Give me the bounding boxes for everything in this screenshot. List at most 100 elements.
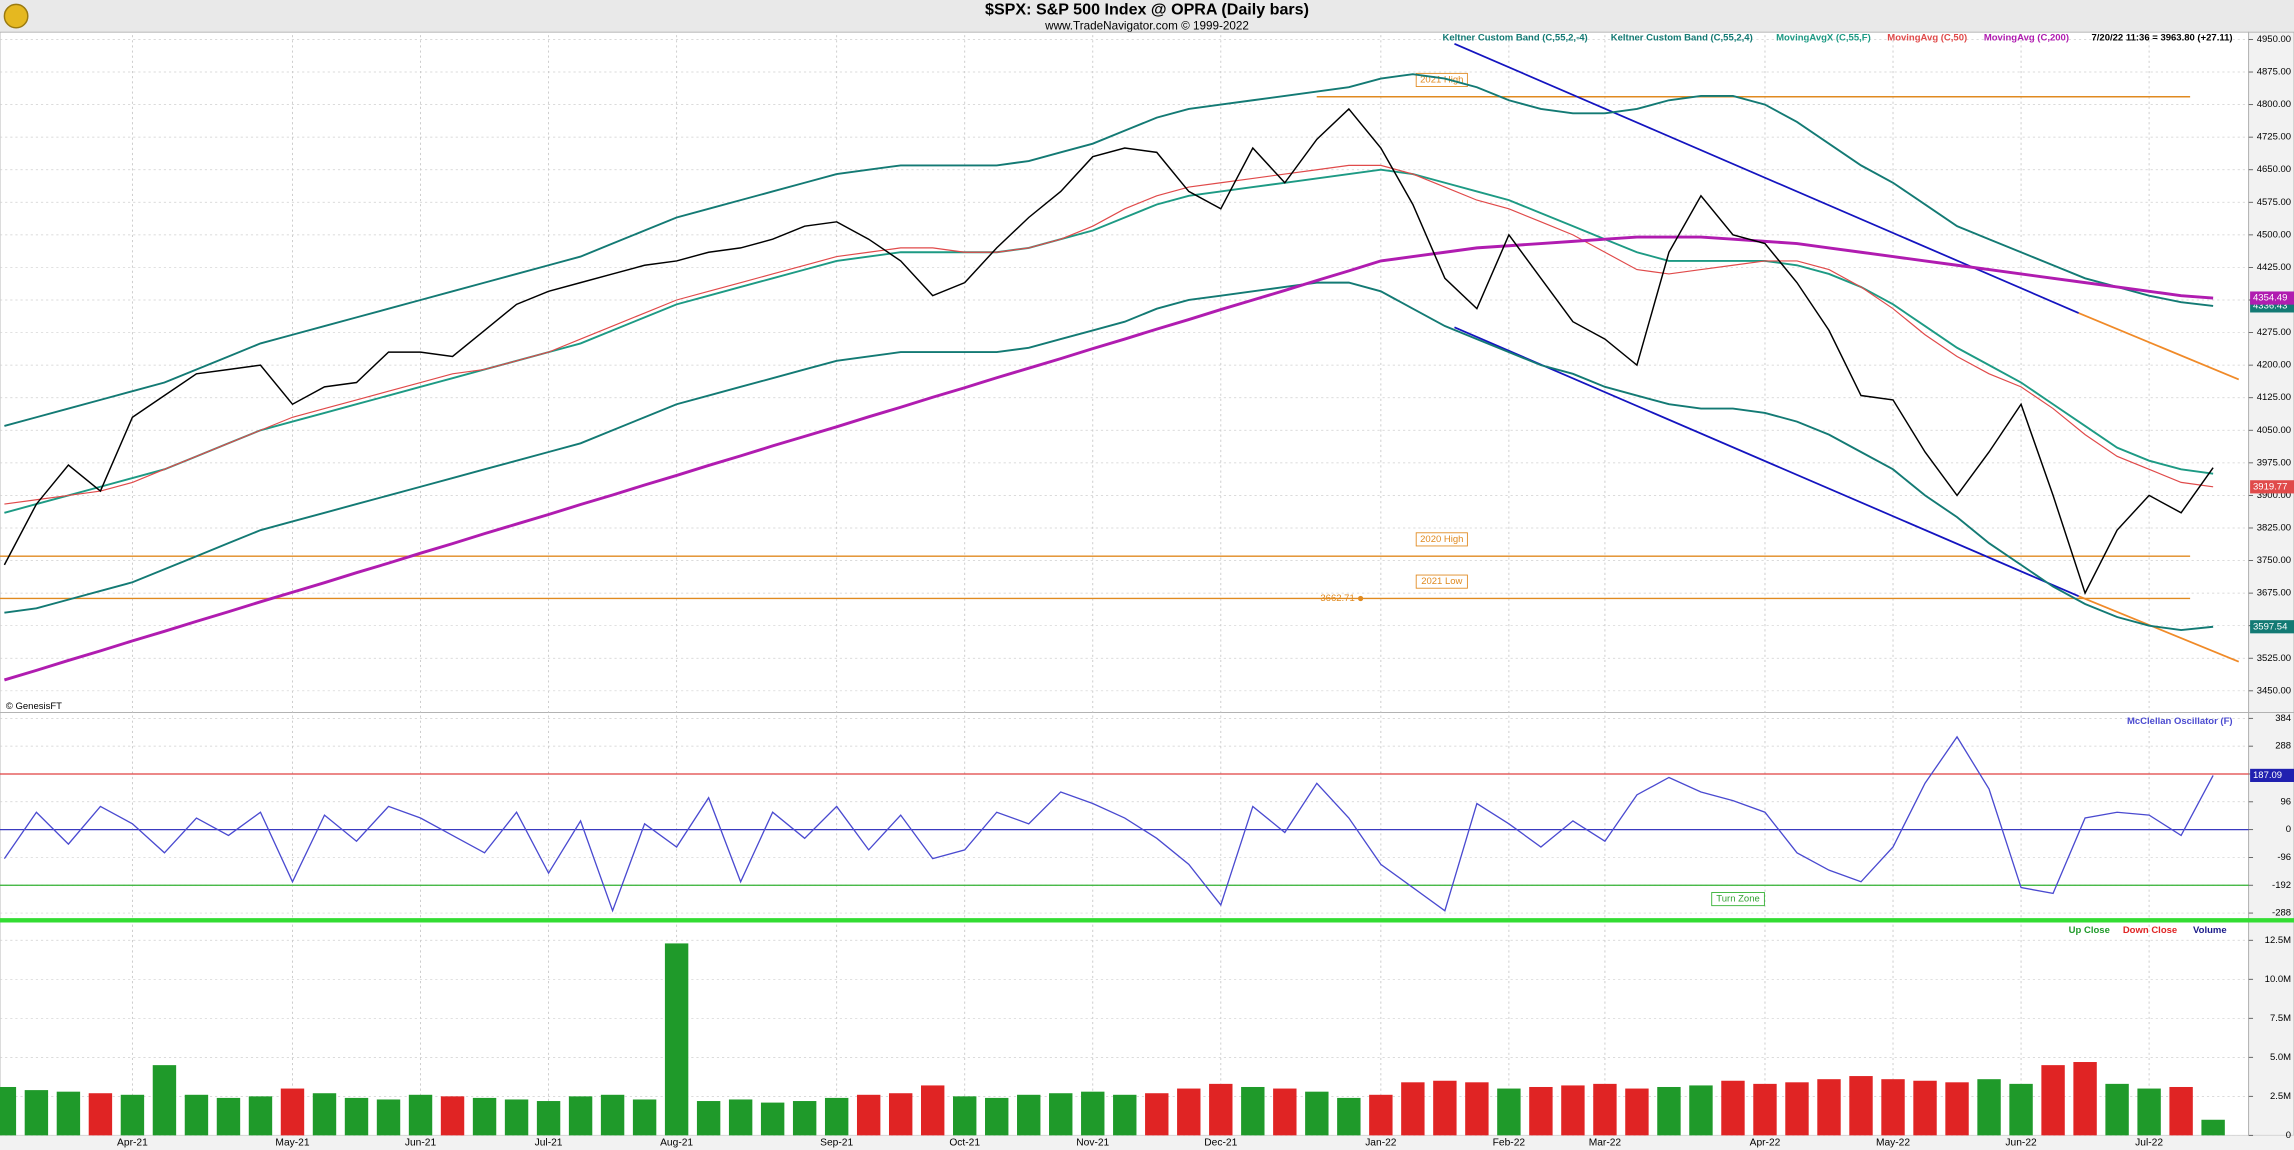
volume-bar	[440, 1096, 465, 1136]
timestamp: 7/20/22 11:36 = 3963.80 (+27.11)	[2092, 33, 2233, 44]
y-tick-label: -96	[2277, 852, 2291, 863]
y-tick-label: -288	[2272, 908, 2291, 919]
volume-bar	[184, 1094, 209, 1136]
y-tick-label: 3450.00	[2257, 685, 2291, 696]
y-tick-label: 7.5M	[2270, 1013, 2291, 1024]
footer-bg	[0, 1135, 2294, 1150]
x-tick-label: Sep-21	[820, 1137, 853, 1148]
volume-bar	[1241, 1086, 1265, 1136]
y-tick-label: 4575.00	[2257, 197, 2291, 208]
chart-subtitle: www.TradeNavigator.com © 1999-2022	[1044, 19, 1249, 32]
level-tag-box	[1415, 532, 1468, 547]
volume-bar	[664, 943, 689, 1136]
volume-bar	[472, 1097, 497, 1136]
y-tick-label: -192	[2272, 880, 2291, 891]
volume-bar	[408, 1094, 433, 1136]
legend-entry: Volume	[2193, 925, 2227, 936]
volume-bar	[1529, 1086, 1553, 1136]
y-tick-label: 0	[2286, 824, 2291, 835]
legend-entry: Keltner Custom Band (C,55,2,4)	[1611, 33, 1753, 44]
y-tick-label: 12.5M	[2265, 935, 2291, 946]
credit: © GenesisFT	[6, 701, 62, 712]
series-line	[4, 73, 2214, 427]
value-box-label: 187.09	[2253, 770, 2282, 781]
volume-bar	[1465, 1082, 1489, 1136]
turn-zone-label: Turn Zone	[1716, 894, 1759, 905]
volume-bar	[824, 1097, 849, 1136]
volume-bar	[920, 1085, 945, 1136]
volume-bar	[88, 1093, 113, 1136]
y-tick-label: 4125.00	[2257, 392, 2291, 403]
volume-bar	[985, 1097, 1009, 1136]
volume-bar	[56, 1091, 81, 1136]
volume-bar	[1593, 1083, 1617, 1136]
volume-bar	[1145, 1093, 1169, 1136]
volume-bar	[216, 1097, 241, 1136]
price-line	[3, 107, 2214, 596]
trend-line	[2078, 312, 2240, 381]
y-tick-label: 4650.00	[2257, 164, 2291, 175]
y-tick-label: 2.5M	[2270, 1091, 2291, 1102]
volume-bar	[600, 1094, 625, 1136]
volume-bar	[280, 1088, 305, 1136]
x-tick-label: May-22	[1876, 1137, 1910, 1148]
volume-bar	[696, 1101, 721, 1136]
y-tick-label: 3525.00	[2257, 653, 2291, 664]
x-tick-label: Jun-22	[2005, 1137, 2037, 1148]
volume-bar	[376, 1099, 401, 1136]
volume-bar	[568, 1096, 593, 1136]
level-tag: 2021 High	[1420, 74, 1463, 85]
value-box	[2250, 768, 2294, 782]
volume-bar	[536, 1101, 561, 1136]
y-tick-label: 288	[2275, 741, 2291, 752]
volume-bar	[632, 1099, 657, 1136]
volume-bar	[1337, 1097, 1361, 1136]
volume-bar	[1689, 1085, 1713, 1136]
volume-bar	[1433, 1080, 1457, 1136]
volume-bar	[1305, 1091, 1329, 1136]
volume-bar	[1017, 1094, 1041, 1136]
volume-bar	[888, 1093, 913, 1136]
y-tick-label: 4875.00	[2257, 67, 2291, 78]
volume-bar	[728, 1099, 753, 1136]
value-box-label: 4354.49	[2253, 293, 2287, 304]
x-tick-label: Jul-22	[2135, 1137, 2163, 1148]
x-tick-label: Aug-21	[660, 1137, 693, 1148]
volume-bar	[1945, 1082, 1969, 1136]
y-tick-label: 5.0M	[2270, 1052, 2291, 1063]
trend-line	[1454, 326, 2080, 597]
volume-bar	[792, 1101, 817, 1136]
volume-bar	[953, 1096, 977, 1136]
app-icon[interactable]	[3, 3, 29, 29]
legend-entry: Keltner Custom Band (C,55,2,-4)	[1443, 33, 1588, 44]
volume-bar	[24, 1090, 49, 1136]
volume-bar	[2137, 1088, 2161, 1136]
series-line	[3, 235, 2214, 682]
legend-entry: MovingAvg (C,200)	[1984, 33, 2069, 44]
x-tick-label: Oct-21	[949, 1137, 980, 1148]
y-tick-label: 10.0M	[2265, 974, 2291, 985]
y-tick-label: 4950.00	[2257, 34, 2291, 45]
x-tick-label: Nov-21	[1076, 1137, 1109, 1148]
level-tag-box	[1415, 574, 1468, 589]
y-tick-label: 3900.00	[2257, 490, 2291, 501]
y-tick-label: 3675.00	[2257, 588, 2291, 599]
y-tick-label: 4800.00	[2257, 99, 2291, 110]
y-tick-label: 4050.00	[2257, 425, 2291, 436]
volume-bar	[152, 1065, 177, 1136]
volume-bar	[1209, 1083, 1233, 1136]
volume-bar	[248, 1096, 273, 1136]
trend-line	[2078, 595, 2240, 663]
volume-bar	[1817, 1079, 1841, 1136]
value-box	[2250, 291, 2294, 305]
value-box-label: 3919.77	[2253, 481, 2287, 492]
y-tick-label: 4725.00	[2257, 132, 2291, 143]
panel-bg	[0, 31, 2250, 713]
y-tick-label: 3825.00	[2257, 522, 2291, 533]
axis-bg	[2248, 921, 2294, 1136]
volume-bar	[1369, 1094, 1393, 1136]
volume-bar	[2201, 1119, 2225, 1136]
volume-bar	[120, 1094, 145, 1136]
